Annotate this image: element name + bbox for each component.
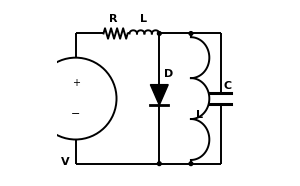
Circle shape bbox=[158, 162, 161, 166]
Text: −: − bbox=[71, 109, 80, 119]
Circle shape bbox=[189, 162, 193, 166]
Text: R: R bbox=[110, 14, 118, 24]
Text: +: + bbox=[72, 78, 80, 88]
Text: C: C bbox=[224, 81, 232, 91]
Text: V: V bbox=[61, 157, 69, 167]
Text: L: L bbox=[140, 14, 147, 24]
Circle shape bbox=[158, 32, 161, 35]
Circle shape bbox=[189, 32, 193, 35]
Text: D: D bbox=[164, 69, 173, 79]
Text: L: L bbox=[196, 110, 202, 120]
Polygon shape bbox=[150, 85, 168, 105]
